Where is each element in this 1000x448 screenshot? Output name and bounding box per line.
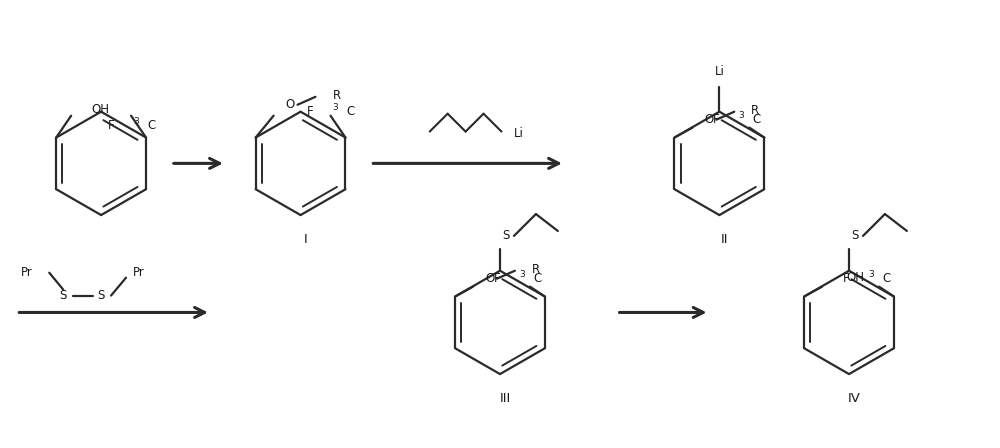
Text: S: S: [97, 289, 105, 302]
Text: O: O: [704, 113, 714, 126]
Text: S: S: [502, 229, 509, 242]
Text: 3: 3: [332, 103, 338, 112]
Text: Pr: Pr: [133, 266, 145, 279]
Text: S: S: [60, 289, 67, 302]
Text: Li: Li: [714, 65, 724, 78]
Text: F: F: [493, 272, 500, 285]
Text: C: C: [533, 272, 541, 285]
Text: 3: 3: [133, 116, 139, 125]
Text: Li: Li: [513, 127, 523, 140]
Text: R: R: [532, 263, 540, 276]
Text: F: F: [713, 113, 719, 126]
Text: Pr: Pr: [21, 266, 33, 279]
Text: IV: IV: [848, 392, 860, 405]
Text: O: O: [286, 98, 295, 111]
Text: OH: OH: [91, 103, 109, 116]
Text: C: C: [346, 105, 355, 118]
Text: 3: 3: [868, 270, 874, 279]
Text: S: S: [851, 229, 858, 242]
Text: F: F: [842, 272, 849, 285]
Text: 3: 3: [738, 111, 744, 120]
Text: O: O: [485, 272, 494, 285]
Text: F: F: [307, 105, 314, 118]
Text: OH: OH: [846, 271, 864, 284]
Text: II: II: [721, 233, 728, 246]
Text: C: C: [882, 272, 890, 285]
Text: III: III: [499, 392, 511, 405]
Text: R: R: [332, 89, 341, 102]
Text: R: R: [751, 104, 759, 117]
Text: C: C: [147, 119, 155, 132]
Text: F: F: [107, 119, 114, 132]
Text: I: I: [304, 233, 307, 246]
Text: 3: 3: [519, 270, 525, 279]
Text: C: C: [752, 113, 761, 126]
